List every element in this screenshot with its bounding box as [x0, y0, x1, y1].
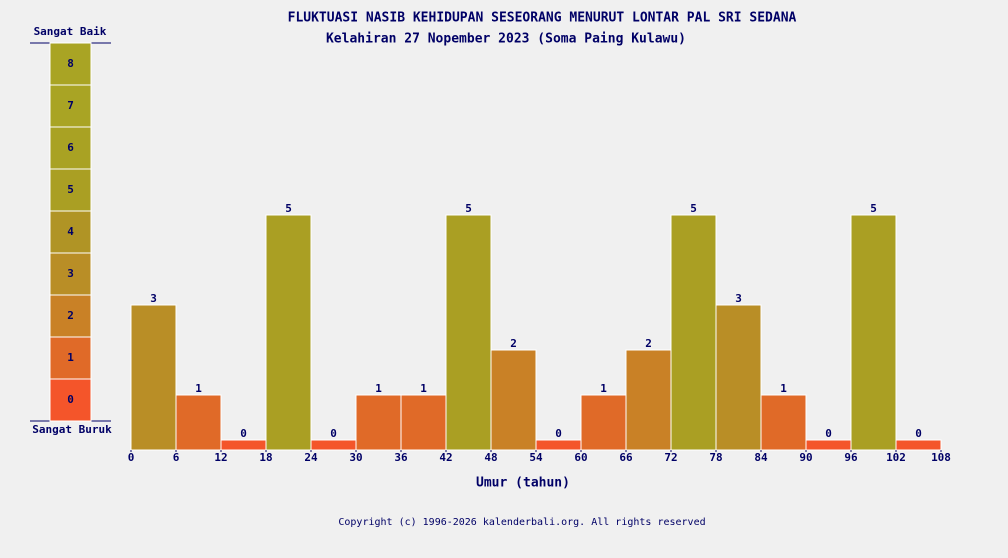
- value-label: 2: [510, 337, 517, 350]
- bar: [175, 394, 222, 451]
- x-tick-label: 6: [173, 451, 180, 464]
- x-tick-label: 90: [799, 451, 812, 464]
- value-label: 0: [555, 427, 562, 440]
- x-tick-label: 84: [754, 451, 768, 464]
- bar: [445, 214, 492, 451]
- scale-level-label: 4: [67, 225, 74, 238]
- value-label: 0: [240, 427, 247, 440]
- chart-subtitle: Kelahiran 27 Nopember 2023 (Soma Paing K…: [326, 32, 686, 47]
- bar: [535, 439, 582, 451]
- bar: [490, 349, 537, 451]
- value-label: 0: [915, 427, 922, 440]
- x-tick-label: 108: [931, 451, 951, 464]
- x-tick-label: 78: [709, 451, 722, 464]
- bar: [400, 394, 447, 451]
- bar: [760, 394, 807, 451]
- x-tick-label: 36: [394, 451, 408, 464]
- x-tick-label: 54: [529, 451, 543, 464]
- bar: [220, 439, 267, 451]
- value-label: 1: [375, 382, 382, 395]
- scale-bottom-label: Sangat Buruk: [32, 423, 112, 436]
- scale-level-label: 5: [67, 183, 74, 196]
- bar: [265, 214, 312, 451]
- x-tick-label: 66: [619, 451, 633, 464]
- value-label: 2: [645, 337, 652, 350]
- x-tick-label: 102: [886, 451, 906, 464]
- value-label: 5: [465, 202, 472, 215]
- x-tick-label: 0: [128, 451, 135, 464]
- scale-level-label: 6: [67, 141, 74, 154]
- x-tick-label: 30: [349, 451, 362, 464]
- scale-box: [49, 336, 92, 380]
- scale-level-label: 3: [67, 267, 74, 280]
- value-label: 5: [285, 202, 292, 215]
- x-tick-label: 96: [844, 451, 858, 464]
- value-label: 1: [600, 382, 607, 395]
- value-label: 1: [780, 382, 787, 395]
- bar: [355, 394, 402, 451]
- x-tick-label: 60: [574, 451, 587, 464]
- x-axis-label: Umur (tahun): [476, 476, 570, 491]
- x-tick-label: 18: [259, 451, 272, 464]
- value-label: 5: [690, 202, 697, 215]
- bar: [310, 439, 357, 451]
- scale-box: [49, 42, 92, 86]
- footer: Copyright (c) 1996-2026 kalenderbali.org…: [338, 517, 705, 528]
- bar: [715, 304, 762, 451]
- bar: [130, 304, 177, 451]
- value-label: 1: [420, 382, 427, 395]
- x-tick-label: 42: [439, 451, 452, 464]
- bar: [895, 439, 942, 451]
- scale-top-label: Sangat Baik: [34, 25, 107, 38]
- value-label: 3: [150, 292, 157, 305]
- x-tick-label: 72: [664, 451, 677, 464]
- scale-level-label: 8: [67, 57, 74, 70]
- value-label: 0: [330, 427, 337, 440]
- x-tick-label: 48: [484, 451, 497, 464]
- value-label: 5: [870, 202, 877, 215]
- bar: [580, 394, 627, 451]
- bar: [625, 349, 672, 451]
- scale-box: [49, 378, 92, 422]
- scale-level-label: 0: [67, 393, 74, 406]
- scale-level-label: 2: [67, 309, 74, 322]
- x-tick-label: 24: [304, 451, 318, 464]
- scale-box: [49, 84, 92, 128]
- scale-level-label: 1: [67, 351, 74, 364]
- bar: [850, 214, 897, 451]
- value-label: 3: [735, 292, 742, 305]
- scale-level-label: 7: [67, 99, 74, 112]
- x-tick-label: 12: [214, 451, 227, 464]
- value-label: 1: [195, 382, 202, 395]
- bar: [670, 214, 717, 451]
- value-label: 0: [825, 427, 832, 440]
- bar: [805, 439, 852, 451]
- chart-title: FLUKTUASI NASIB KEHIDUPAN SESEORANG MENU…: [288, 11, 797, 26]
